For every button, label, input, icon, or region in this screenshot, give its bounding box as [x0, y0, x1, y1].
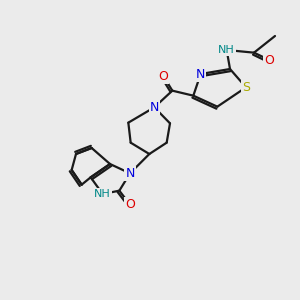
Text: NH: NH: [94, 189, 111, 199]
Text: N: N: [150, 101, 159, 114]
Text: S: S: [242, 81, 250, 94]
Text: N: N: [125, 167, 135, 180]
Text: O: O: [125, 198, 135, 211]
Text: NH: NH: [218, 45, 235, 55]
Text: N: N: [196, 68, 206, 80]
Text: O: O: [158, 70, 168, 83]
Text: O: O: [264, 53, 274, 67]
